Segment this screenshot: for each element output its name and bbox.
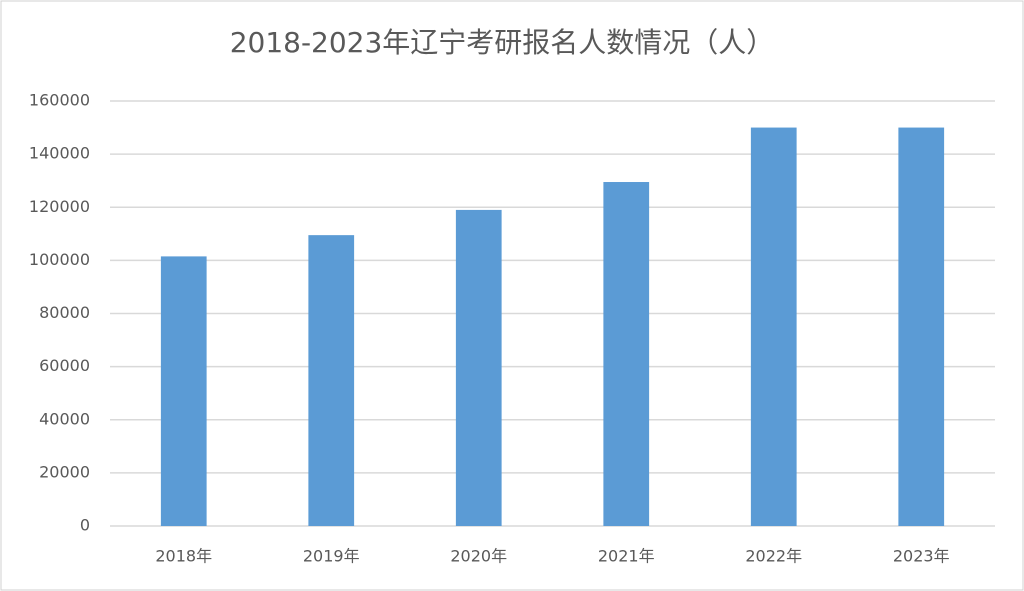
bar bbox=[750, 127, 797, 526]
x-tick-label: 2022年 bbox=[745, 547, 802, 566]
x-tick-label: 2021年 bbox=[598, 547, 655, 566]
y-tick-label: 100000 bbox=[29, 250, 90, 269]
y-tick-label: 60000 bbox=[39, 356, 90, 375]
x-tick-label: 2023年 bbox=[893, 547, 950, 566]
x-tick-label: 2019年 bbox=[303, 547, 360, 566]
chart-title: 2018-2023年辽宁考研报名人数情况（人） bbox=[230, 26, 775, 59]
y-tick-label: 140000 bbox=[29, 144, 90, 163]
bar bbox=[455, 209, 502, 526]
bar bbox=[603, 182, 650, 526]
y-tick-label: 0 bbox=[80, 516, 90, 535]
bar bbox=[898, 127, 945, 526]
bar bbox=[308, 235, 355, 526]
bar bbox=[160, 256, 207, 526]
x-tick-label: 2020年 bbox=[450, 547, 507, 566]
y-tick-label: 20000 bbox=[39, 462, 90, 481]
x-tick-label: 2018年 bbox=[155, 547, 212, 566]
y-tick-label: 40000 bbox=[39, 409, 90, 428]
y-tick-label: 120000 bbox=[29, 197, 90, 216]
y-tick-label: 160000 bbox=[29, 91, 90, 110]
y-tick-label: 80000 bbox=[39, 303, 90, 322]
